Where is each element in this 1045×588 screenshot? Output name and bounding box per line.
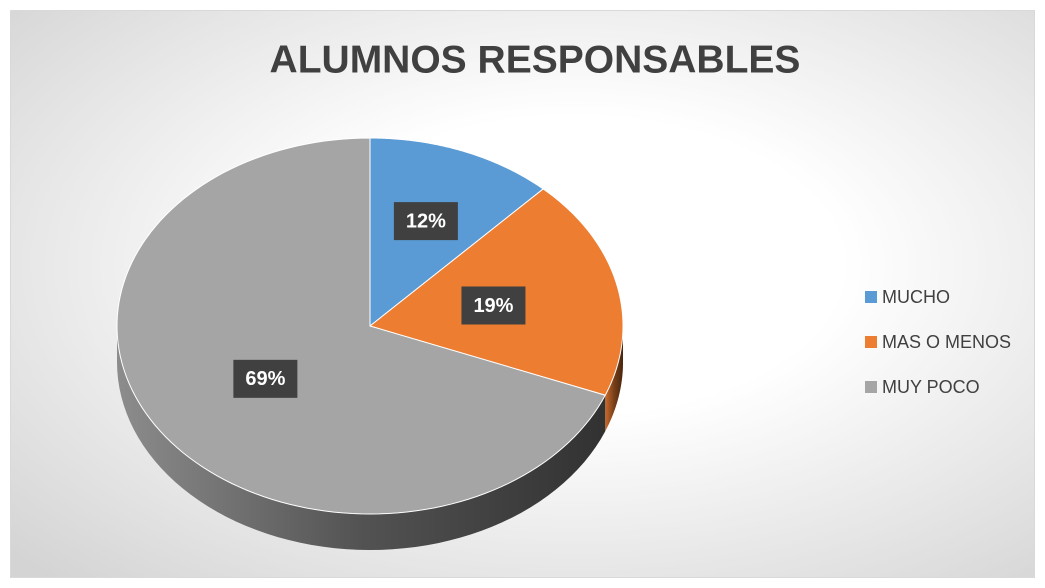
- data-label-text: 19%: [473, 295, 513, 317]
- chart-title: ALUMNOS RESPONSABLES: [270, 38, 801, 81]
- legend-swatch: [865, 336, 877, 348]
- legend-swatch: [865, 291, 877, 303]
- data-label-box: [233, 359, 298, 398]
- data-label-box: [461, 286, 526, 325]
- data-label: 12%: [393, 202, 458, 241]
- pie-side-shade: [117, 326, 606, 550]
- data-label-box: [393, 202, 458, 241]
- legend-label: MAS O MENOS: [882, 332, 1011, 352]
- data-label: 19%: [461, 286, 526, 325]
- pie-slice: [116, 137, 606, 515]
- data-label-text: 69%: [245, 368, 285, 390]
- data-label-text: 12%: [406, 210, 446, 232]
- legend-swatch: [865, 381, 877, 393]
- data-label: 69%: [233, 359, 298, 398]
- legend-label: MUY POCO: [882, 377, 980, 397]
- pie-side-shade: [605, 326, 623, 432]
- legend-label: MUCHO: [882, 287, 950, 307]
